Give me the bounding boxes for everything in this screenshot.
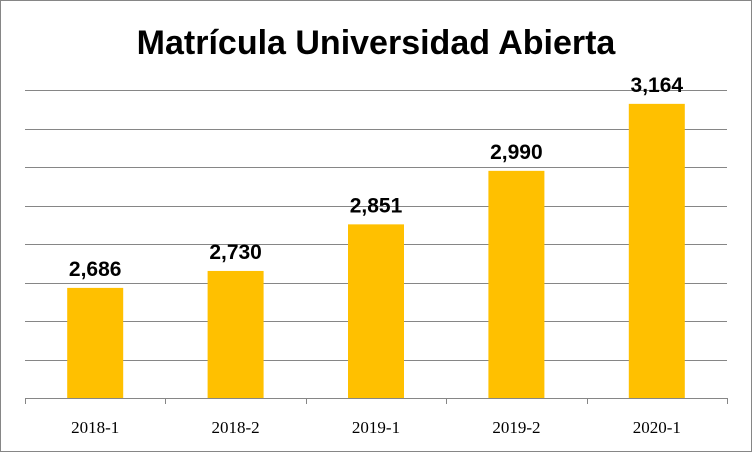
x-tick-label-2019-2: 2019-2 — [492, 418, 540, 437]
data-labels: 2,686 2,730 2,851 2,990 3,164 — [69, 74, 683, 281]
x-tick-labels: 2018-1 2018-2 2019-1 2019-2 2020-1 — [71, 418, 681, 437]
bar-2019-1 — [348, 224, 404, 398]
bar-2019-2 — [488, 170, 545, 398]
x-tick-label-2019-1: 2019-1 — [352, 418, 400, 437]
data-label-2018-2: 2,730 — [209, 241, 262, 264]
bar-2018-2 — [207, 270, 264, 398]
data-label-2018-1: 2,686 — [69, 258, 122, 281]
x-tick-label-2020-1: 2020-1 — [633, 418, 681, 437]
bar-2018-1 — [67, 287, 124, 398]
data-label-2019-2: 2,990 — [490, 141, 543, 164]
bar-2020-1 — [628, 103, 685, 399]
x-tick-label-2018-1: 2018-1 — [71, 418, 119, 437]
chart-title: Matrícula Universidad Abierta — [137, 24, 617, 62]
x-tick-label-2018-2: 2018-2 — [212, 418, 260, 437]
data-label-2019-1: 2,851 — [350, 194, 403, 217]
bars — [67, 103, 685, 399]
data-label-2020-1: 3,164 — [631, 74, 684, 97]
